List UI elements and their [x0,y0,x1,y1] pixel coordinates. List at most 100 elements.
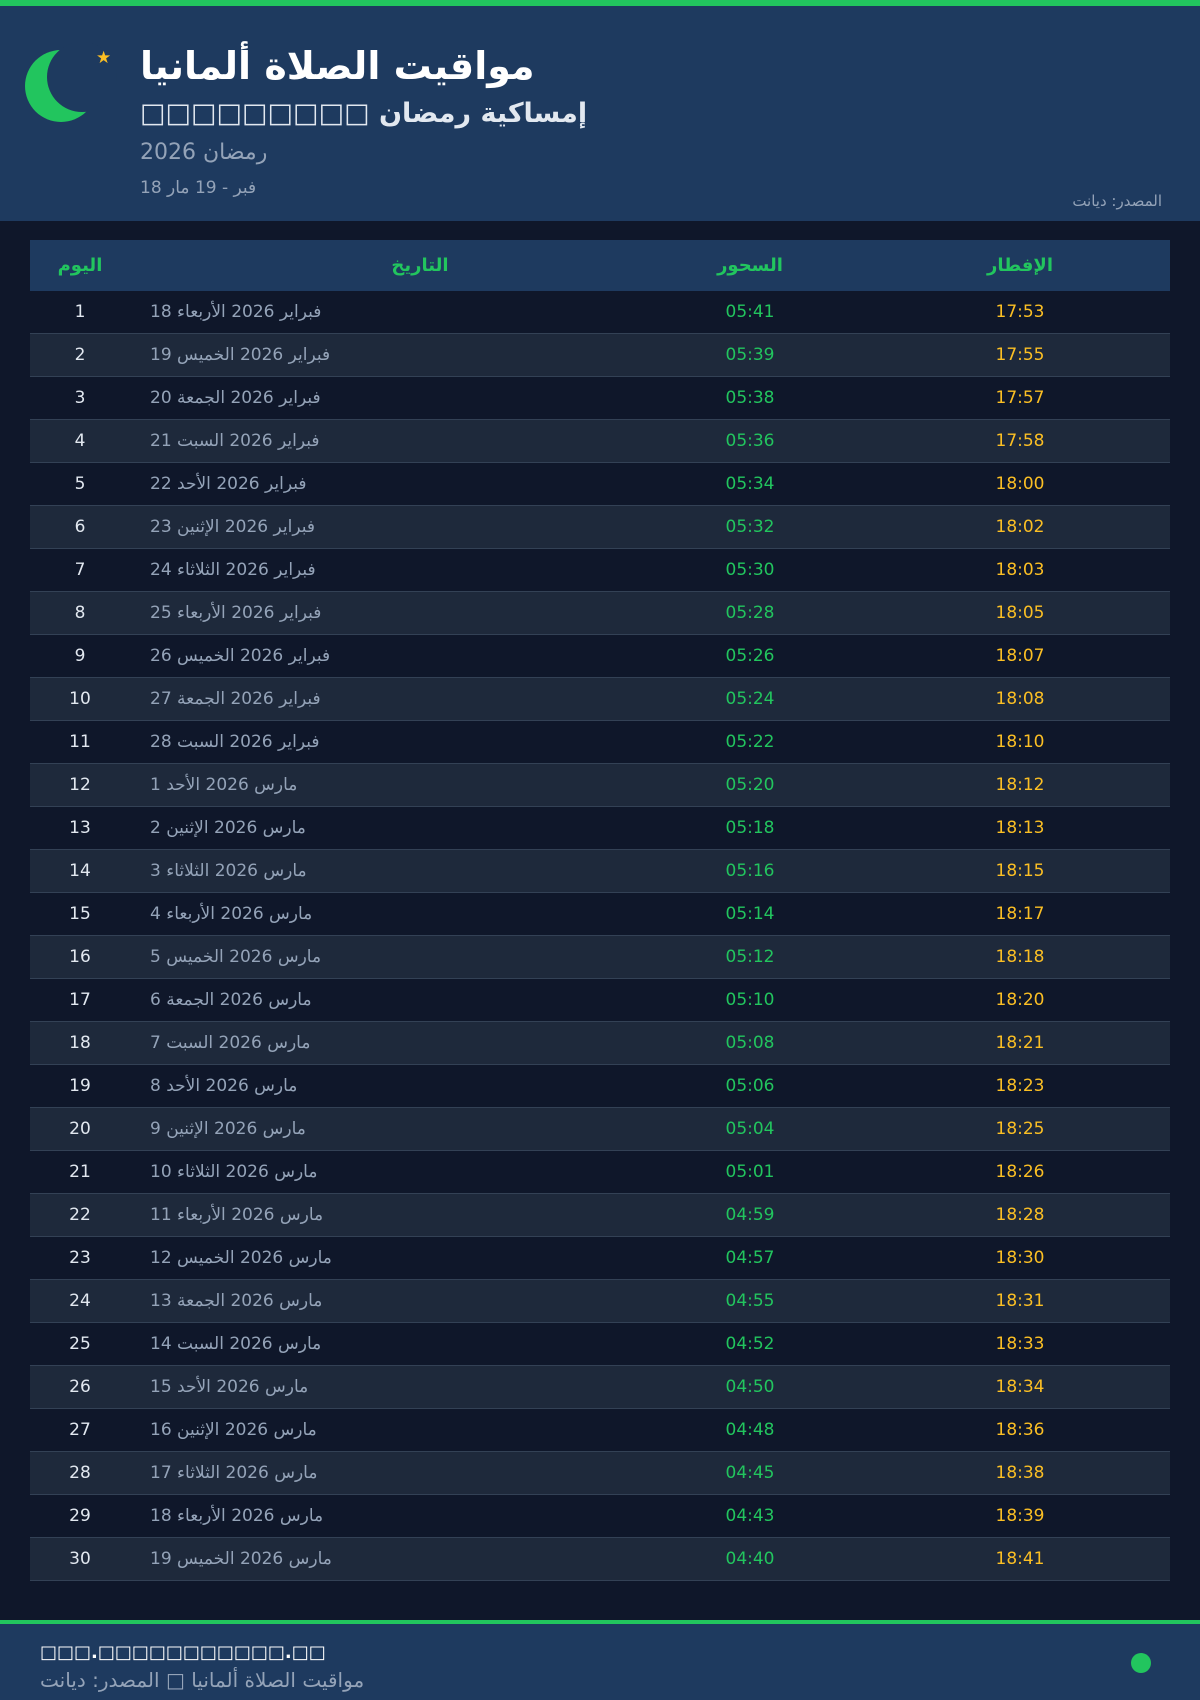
cell-date: 26 فبراير 2026 الخميس [150,646,331,666]
table-row: 2 19 فبراير 2026 الخميس 05:39 17:55 [30,334,1170,377]
table-row: 19 8 مارس 2026 الأحد 05:06 18:23 [30,1065,1170,1108]
cell-date: 2 مارس 2026 الإثنين [150,818,306,838]
cell-suhoor: 05:20 [725,775,775,795]
cell-iftar: 18:10 [995,732,1045,752]
table-row: 17 6 مارس 2026 الجمعة 05:10 18:20 [30,979,1170,1022]
cell-iftar: 18:15 [995,861,1045,881]
cell-date: 4 مارس 2026 الأربعاء [150,904,313,924]
cell-date: 27 فبراير 2026 الجمعة [150,689,321,709]
cell-suhoor: 05:12 [725,947,775,967]
cell-day: 14 [69,861,91,881]
cell-iftar: 17:58 [995,431,1045,451]
cell-day: 17 [69,990,91,1010]
cell-day: 19 [69,1076,91,1096]
cell-iftar: 18:36 [995,1420,1045,1440]
cell-suhoor: 04:45 [725,1463,775,1483]
date-range: 18 فبر - 19 مار [140,178,257,198]
cell-iftar: 18:25 [995,1119,1045,1139]
status-dot-icon [1131,1653,1151,1673]
cell-day: 10 [69,689,91,709]
cell-date: 9 مارس 2026 الإثنين [150,1119,306,1139]
page-title: مواقيت الصلاة ألمانيا [140,44,535,88]
footer-text: مواقيت الصلاة ألمانيا □ المصدر: ديانت [40,1668,365,1692]
table-row: 3 20 فبراير 2026 الجمعة 05:38 17:57 [30,377,1170,420]
table-row: 4 21 فبراير 2026 السبت 05:36 17:58 [30,420,1170,463]
cell-suhoor: 05:32 [725,517,775,537]
table-row: 16 5 مارس 2026 الخميس 05:12 18:18 [30,936,1170,979]
cell-day: 15 [69,904,91,924]
header-date: التاريخ [391,255,449,276]
cell-date: 15 مارس 2026 الأحد [150,1377,309,1397]
cell-suhoor: 04:48 [725,1420,775,1440]
cell-day: 25 [69,1334,91,1354]
cell-day: 23 [69,1248,91,1268]
cell-date: 18 مارس 2026 الأربعاء [150,1506,324,1526]
header-iftar: الإفطار [986,255,1053,276]
cell-day: 11 [69,732,91,752]
cell-suhoor: 04:50 [725,1377,775,1397]
cell-date: 18 فبراير 2026 الأربعاء [150,302,322,322]
footer-url: □□□.□□□□□□□□□□□.□□ [40,1642,326,1663]
cell-iftar: 18:00 [995,474,1045,494]
table-row: 9 26 فبراير 2026 الخميس 05:26 18:07 [30,635,1170,678]
cell-suhoor: 05:04 [725,1119,775,1139]
cell-suhoor: 05:38 [725,388,775,408]
cell-date: 7 مارس 2026 السبت [150,1033,311,1053]
table-header: اليوم التاريخ السحور الإفطار [30,240,1170,291]
cell-iftar: 18:30 [995,1248,1045,1268]
table-row: 30 19 مارس 2026 الخميس 04:40 18:41 [30,1538,1170,1581]
cell-suhoor: 04:55 [725,1291,775,1311]
cell-date: 22 فبراير 2026 الأحد [150,474,307,494]
cell-day: 3 [74,388,86,408]
table-row: 10 27 فبراير 2026 الجمعة 05:24 18:08 [30,678,1170,721]
cell-suhoor: 04:57 [725,1248,775,1268]
cell-suhoor: 04:59 [725,1205,775,1225]
cell-iftar: 18:02 [995,517,1045,537]
table-row: 25 14 مارس 2026 السبت 04:52 18:33 [30,1323,1170,1366]
cell-date: 1 مارس 2026 الأحد [150,775,298,795]
cell-day: 1 [74,302,86,322]
cell-iftar: 18:28 [995,1205,1045,1225]
table-row: 18 7 مارس 2026 السبت 05:08 18:21 [30,1022,1170,1065]
cell-date: 6 مارس 2026 الجمعة [150,990,312,1010]
page-footer: □□□.□□□□□□□□□□□.□□ مواقيت الصلاة ألمانيا… [0,1624,1200,1700]
cell-iftar: 17:57 [995,388,1045,408]
header-day: اليوم [57,255,103,276]
cell-day: 29 [69,1506,91,1526]
page-header: ★ مواقيت الصلاة ألمانيا □□□□□□□□□ إمساكي… [0,6,1200,221]
cell-suhoor: 05:22 [725,732,775,752]
ramadan-timetable: اليوم التاريخ السحور الإفطار 1 18 فبراير … [30,240,1170,1581]
cell-day: 6 [74,517,86,537]
cell-date: 24 فبراير 2026 الثلاثاء [150,560,316,580]
cell-day: 24 [69,1291,91,1311]
cell-iftar: 18:12 [995,775,1045,795]
cell-suhoor: 05:01 [725,1162,775,1182]
table-row: 12 1 مارس 2026 الأحد 05:20 18:12 [30,764,1170,807]
cell-suhoor: 05:06 [725,1076,775,1096]
cell-date: 11 مارس 2026 الأربعاء [150,1205,324,1225]
table-row: 6 23 فبراير 2026 الإثنين 05:32 18:02 [30,506,1170,549]
cell-suhoor: 04:52 [725,1334,775,1354]
cell-date: 13 مارس 2026 الجمعة [150,1291,323,1311]
cell-iftar: 18:03 [995,560,1045,580]
cell-suhoor: 05:41 [725,302,775,322]
cell-iftar: 18:08 [995,689,1045,709]
page-subtitle: □□□□□□□□□ إمساكية رمضان [140,98,588,129]
cell-iftar: 18:41 [995,1549,1045,1569]
table-row: 5 22 فبراير 2026 الأحد 05:34 18:00 [30,463,1170,506]
table-row: 23 12 مارس 2026 الخميس 04:57 18:30 [30,1237,1170,1280]
cell-suhoor: 04:43 [725,1506,775,1526]
table-row: 8 25 فبراير 2026 الأربعاء 05:28 18:05 [30,592,1170,635]
cell-day: 20 [69,1119,91,1139]
cell-iftar: 18:26 [995,1162,1045,1182]
cell-suhoor: 05:26 [725,646,775,666]
cell-iftar: 18:05 [995,603,1045,623]
cell-iftar: 18:18 [995,947,1045,967]
cell-day: 16 [69,947,91,967]
cell-iftar: 18:21 [995,1033,1045,1053]
cell-iftar: 18:07 [995,646,1045,666]
table-row: 7 24 فبراير 2026 الثلاثاء 05:30 18:03 [30,549,1170,592]
cell-iftar: 18:33 [995,1334,1045,1354]
cell-day: 8 [74,603,86,623]
table-row: 28 17 مارس 2026 الثلاثاء 04:45 18:38 [30,1452,1170,1495]
